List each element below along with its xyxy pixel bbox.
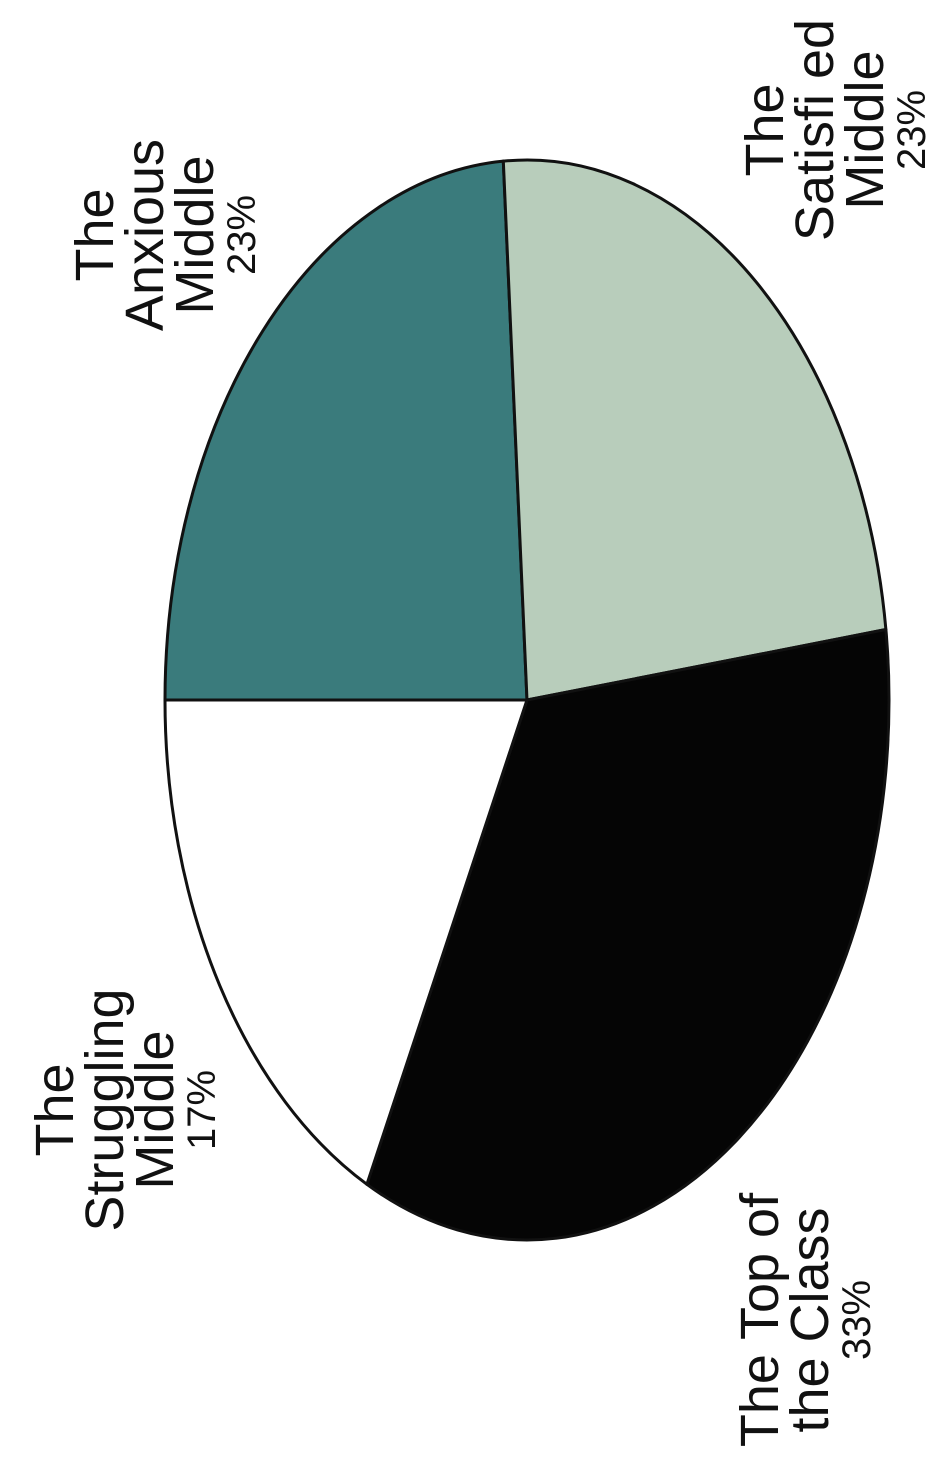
label-line: The	[65, 188, 125, 282]
label-line: Middle	[835, 50, 895, 210]
pie-slice-0	[163, 159, 529, 702]
label-line: Satisfi ed	[785, 18, 845, 242]
pie-slice-3	[163, 698, 529, 1186]
slice-value-label: 23%	[220, 194, 264, 276]
label-line: Anxious	[115, 138, 175, 332]
label-line: Middle	[165, 155, 225, 315]
pie-slice-1	[501, 158, 888, 702]
label-line: The	[25, 1063, 85, 1157]
label-satisfied-middle: The Satisfi ed Middle 23%	[735, 0, 927, 290]
label-top-of-class: The Top of the Class 33%	[730, 1160, 905, 1480]
label-line: Struggling	[75, 988, 135, 1232]
label-line: the Class	[780, 1207, 840, 1433]
pie-slice-2	[365, 628, 891, 1242]
label-line: The	[735, 83, 795, 177]
slice-value-label: 17%	[180, 1069, 224, 1151]
label-line: Middle	[125, 1030, 185, 1190]
slice-value-label: 33%	[835, 1279, 879, 1361]
slice-value-label: 23%	[890, 89, 927, 171]
label-struggling-middle: The Struggling Middle 17%	[25, 960, 250, 1260]
label-line: The Top of	[730, 1192, 790, 1448]
label-anxious-middle: The Anxious Middle 23%	[65, 85, 290, 385]
